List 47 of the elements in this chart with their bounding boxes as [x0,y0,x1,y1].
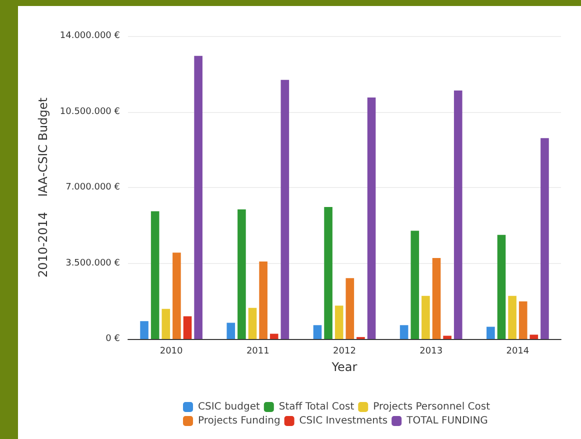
y-tick-label: 14.000.000 € [60,31,120,41]
x-tick-label: 2012 [333,346,356,356]
legend-label: TOTAL FUNDING [406,416,488,426]
bar [238,209,246,339]
bar [280,80,290,339]
x-tick-label: 2014 [506,346,530,356]
bar [346,278,354,339]
bar [400,325,408,339]
y-tick-label: 10.500.000 € [60,106,120,117]
bar [172,252,181,339]
y-tick-label: 0 € [106,334,120,344]
bar [454,90,462,339]
bar [150,211,160,339]
bar [226,322,236,339]
bar [540,138,549,339]
bar [270,334,278,339]
bar [367,97,376,339]
x-tick-label: 2010 [160,346,184,356]
bar [162,308,170,339]
legend-label: Projects Personnel Cost [373,402,490,412]
bar [259,262,268,339]
bar [497,234,506,339]
legend-label: Staff Total Cost [278,402,354,412]
bar [518,301,528,339]
bar [422,296,430,339]
legend-label: Projects Funding [198,416,280,426]
bar [183,316,192,339]
y-tick-label: 3.500.000 € [66,258,120,268]
bar [530,334,538,339]
y-axis-title: 2010-2014 IAA-CSIC Budget [36,97,50,278]
bar [486,326,495,339]
bar [324,206,332,339]
bar [508,296,516,339]
bar [248,308,257,339]
bar [140,321,148,339]
bar [443,336,452,339]
y-tick-label: 7.000.000 € [66,182,120,192]
bar [410,230,420,339]
x-tick-label: 2011 [246,346,270,356]
x-axis-title: Year [330,360,358,374]
x-tick-label: 2013 [420,346,443,356]
bar [334,306,344,339]
bar [194,56,202,339]
legend-label: CSIC budget [198,402,260,412]
bar [313,325,322,339]
legend-label: CSIC Investments [299,416,388,426]
bar [432,258,441,339]
